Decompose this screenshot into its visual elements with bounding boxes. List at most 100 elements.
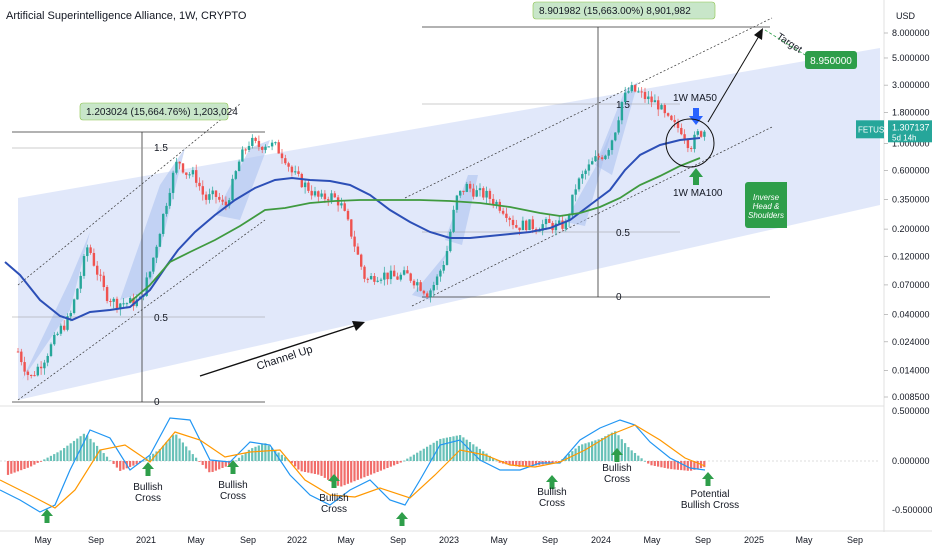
candle-body xyxy=(584,170,587,175)
histogram-bar xyxy=(600,437,604,461)
candle-body xyxy=(567,215,571,221)
histogram-bar xyxy=(181,442,184,461)
candle-body xyxy=(389,270,393,280)
histogram-bar xyxy=(363,461,366,478)
candle-body xyxy=(663,105,666,114)
candle-body xyxy=(224,201,228,206)
channel-line-2-upper xyxy=(404,17,773,199)
y-tick-label: 8.000000 xyxy=(892,28,930,38)
candle-body xyxy=(544,219,548,225)
histogram-bar xyxy=(26,461,29,468)
candle-body xyxy=(439,270,442,277)
histogram-bar xyxy=(234,460,237,462)
histogram-bar xyxy=(313,461,316,474)
candle-body xyxy=(320,193,323,197)
candle-body xyxy=(135,299,138,307)
histogram-bar xyxy=(20,461,23,471)
candle-body xyxy=(627,91,630,93)
candle-body xyxy=(657,100,660,110)
candle-body xyxy=(310,190,313,196)
histogram-bar xyxy=(426,446,429,461)
histogram-bar xyxy=(132,461,135,466)
candle-body xyxy=(422,290,426,294)
candle-body xyxy=(607,150,610,156)
histogram-bar xyxy=(660,461,663,468)
candle-body xyxy=(261,146,264,150)
candle-body xyxy=(280,153,284,159)
y-tick-label: 0.014000 xyxy=(892,365,930,375)
y-tick-label: 0.008500 xyxy=(892,392,930,402)
candle-body xyxy=(241,149,244,162)
cross-arrow-4 xyxy=(396,512,408,526)
cross-arrow-1 xyxy=(142,462,154,476)
candle-body xyxy=(452,209,455,232)
candle-body xyxy=(188,174,191,176)
candle-body xyxy=(168,192,171,206)
candle-body xyxy=(69,313,72,317)
histogram-bar xyxy=(56,452,59,461)
candle-body xyxy=(99,274,102,276)
histogram-bar xyxy=(224,461,227,467)
histogram-bar xyxy=(558,461,561,462)
candle-body xyxy=(373,276,376,282)
countdown-value: 5d 14h xyxy=(892,133,916,142)
histogram-bar xyxy=(46,457,49,461)
histogram-bar xyxy=(393,461,396,466)
histogram-bar xyxy=(488,455,491,461)
x-tick-label: May xyxy=(490,535,508,545)
fib-2-label-1.5: 1.5 xyxy=(616,100,630,111)
candle-body xyxy=(633,85,637,92)
histogram-bar xyxy=(521,461,524,467)
cross-label-5-line2: Cross xyxy=(604,474,630,485)
candle-body xyxy=(442,264,445,271)
ma100-label: 1W MA100 xyxy=(673,188,723,199)
candle-body xyxy=(686,139,690,149)
histogram-bar xyxy=(676,461,679,470)
candle-body xyxy=(508,217,511,220)
candle-body xyxy=(300,173,303,188)
candle-body xyxy=(30,374,33,376)
candle-body xyxy=(475,190,478,197)
measure-1-text: 1.203024 (15,664.76%) 1,203,024 xyxy=(86,107,238,118)
histogram-bar xyxy=(399,461,402,463)
y-tick-label: 0.600000 xyxy=(892,166,930,176)
histogram-bar xyxy=(508,461,511,465)
candle-body xyxy=(198,182,201,187)
candle-body xyxy=(680,127,683,135)
candle-body xyxy=(690,148,693,150)
histogram-bar xyxy=(607,434,610,461)
histogram-bar xyxy=(102,453,105,461)
histogram-bar xyxy=(284,457,287,461)
histogram-bar xyxy=(178,438,181,461)
histogram-bar xyxy=(587,442,590,461)
histogram-bar xyxy=(637,455,640,461)
ma50-label: 1W MA50 xyxy=(673,93,717,104)
histogram-bar xyxy=(261,444,264,461)
candle-body xyxy=(218,196,221,200)
histogram-bar xyxy=(389,461,392,467)
candle-body xyxy=(640,91,643,93)
histogram-bar xyxy=(548,461,551,464)
osc-tick-label: 0.000000 xyxy=(892,456,930,466)
histogram-bar xyxy=(627,447,630,461)
histogram-bar xyxy=(129,461,132,467)
candle-body xyxy=(43,362,46,369)
candle-body xyxy=(383,272,386,280)
cross-label-4-line1: Bullish xyxy=(537,487,566,498)
histogram-bar xyxy=(478,448,481,461)
candle-body xyxy=(307,182,310,191)
candle-body xyxy=(402,270,406,275)
candle-body xyxy=(353,236,356,247)
histogram-bar xyxy=(680,461,683,471)
channel-line-1-lower xyxy=(17,219,266,401)
channel-background xyxy=(17,17,880,401)
target-badge xyxy=(805,51,857,69)
cross-label-4-line2: Cross xyxy=(539,498,565,509)
candle-body xyxy=(432,284,435,291)
histogram-bar xyxy=(581,444,584,461)
cross-label-2-line2: Cross xyxy=(220,491,246,502)
measure-1-badge xyxy=(79,102,229,121)
candle-body xyxy=(548,219,551,223)
candle-body xyxy=(594,156,597,162)
